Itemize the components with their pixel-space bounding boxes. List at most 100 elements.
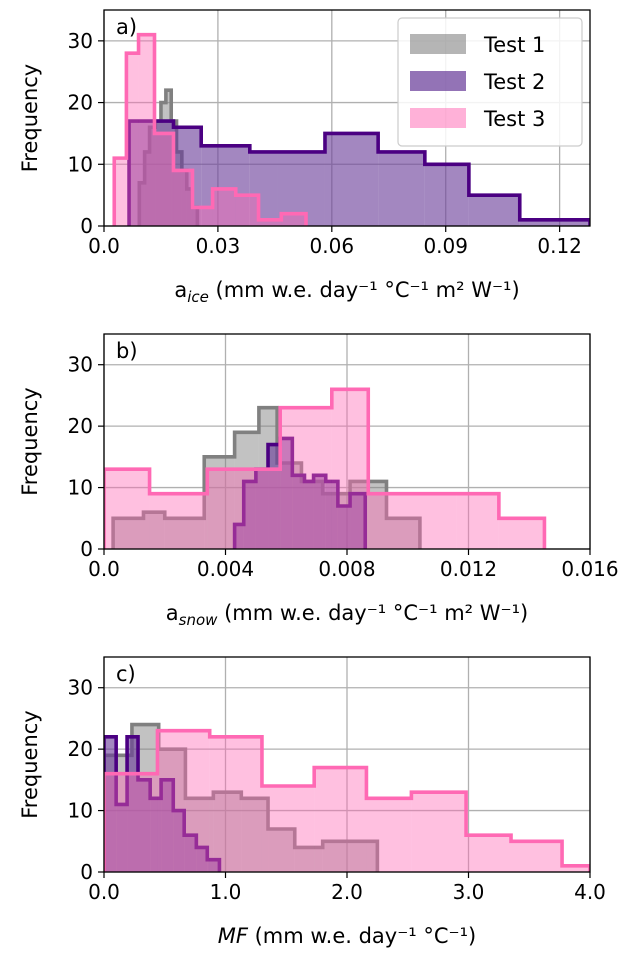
histogram-bar: [207, 859, 220, 872]
histogram-bar: [138, 34, 155, 226]
axes-frame: [103, 9, 591, 227]
series-test-2: [104, 735, 222, 872]
histogram-series: [104, 387, 547, 549]
series-test-3: [104, 728, 590, 872]
histogram-bar: [255, 469, 269, 549]
histogram-bar: [241, 798, 269, 872]
x-axis-label-unit: (mm w.e. day⁻¹ °C⁻¹ m² W⁻¹): [217, 601, 528, 625]
legend-label: Test 3: [483, 107, 545, 131]
histogram-bar: [127, 736, 139, 872]
histogram-bar: [173, 127, 202, 226]
x-tick-label: 0.09: [423, 234, 468, 258]
y-tick-label: 30: [68, 353, 93, 377]
histogram-bar: [154, 133, 174, 226]
histogram-bar: [150, 798, 162, 872]
histogram-bar: [235, 195, 259, 226]
histogram-bar: [138, 779, 151, 872]
x-axis-label-unit: (mm w.e. day⁻¹ °C⁻¹): [248, 924, 476, 948]
x-tick-label: 1.0: [210, 880, 242, 904]
y-axis-label: Frequency: [18, 387, 42, 496]
x-axis-label: aice (mm w.e. day⁻¹ °C⁻¹ m² W⁻¹): [174, 278, 519, 306]
histogram-outline: [104, 387, 547, 549]
legend-label: Test 1: [483, 33, 545, 57]
x-tick-label: 0.06: [310, 234, 355, 258]
histogram-bar: [243, 481, 256, 549]
y-tick-label: 0: [80, 537, 93, 561]
histogram-series: [104, 722, 590, 872]
histogram-bar: [104, 469, 150, 549]
histogram-bar: [173, 170, 193, 226]
histogram-bar: [173, 810, 185, 872]
histogram-bar: [234, 524, 244, 549]
panel-label: a): [116, 15, 137, 39]
histogram-bar: [104, 736, 117, 872]
histogram-outline: [104, 735, 222, 872]
histogram-panel-2: 0.0 0.004 0.008 0.012 0.016 0 10 20 30 b) Frequenc…: [18, 333, 619, 629]
panel-label: b): [116, 339, 138, 363]
histogram-outline: [232, 436, 368, 549]
x-tick-label: 0.004: [197, 557, 254, 581]
histogram-bar: [201, 145, 250, 226]
x-tick-label: 0.03: [196, 234, 241, 258]
x-tick-label: 2.0: [331, 880, 363, 904]
histogram-bar: [337, 506, 351, 549]
histogram-bar: [424, 164, 469, 226]
histogram-bar: [268, 829, 295, 872]
histogram-bar: [511, 841, 563, 872]
histogram-bar: [280, 407, 332, 549]
y-tick-label: 20: [68, 91, 93, 115]
x-axis-label-subscript: snow: [179, 611, 218, 629]
histogram-bar: [164, 518, 205, 549]
legend-swatch: [410, 34, 466, 54]
histogram-outline: [127, 119, 590, 226]
histogram-bar: [116, 804, 128, 872]
histogram-bar: [366, 798, 412, 872]
histogram-bar: [468, 195, 520, 226]
histogram-bar: [313, 475, 326, 549]
histogram-bar: [209, 736, 262, 872]
y-axis-label: Frequency: [18, 64, 42, 173]
x-tick-label: 4.0: [574, 880, 606, 904]
y-tick-label: 0: [80, 214, 93, 238]
x-tick-label: 0.008: [318, 557, 375, 581]
histogram-outline: [111, 405, 422, 549]
series-test-2: [232, 436, 368, 549]
legend-swatch: [410, 71, 466, 91]
legend: Test 1 Test 2 Test 3: [397, 17, 583, 147]
histogram-bar: [562, 865, 590, 872]
histogram-bar: [304, 481, 314, 549]
histogram-bar: [386, 518, 420, 549]
histogram-bar: [184, 835, 197, 872]
histogram-panel-3: 0.0 1.0 2.0 3.0 4.0 0 10 20 30 c) Frequency MF (mm …: [18, 656, 606, 948]
histogram-bar: [207, 469, 281, 549]
histogram-bar: [212, 188, 236, 226]
histogram-bar: [456, 493, 499, 549]
series-test-3: [112, 32, 308, 226]
histogram-panel-1: 0.0 0.03 0.06 0.09 0.12 0 10 20 30 a) Frequency aic…: [18, 9, 591, 306]
x-axis-label-subscript: ice: [187, 288, 209, 306]
y-tick-label: 20: [68, 414, 93, 438]
histogram-bar: [143, 512, 165, 549]
histogram-bar: [378, 151, 425, 226]
series-test-3: [104, 387, 547, 549]
histogram-bar: [129, 121, 174, 226]
histogram-bar: [331, 389, 369, 549]
histogram-bar: [204, 456, 235, 549]
histogram-bar: [322, 841, 350, 872]
grid: [103, 334, 591, 550]
histogram-bar: [161, 779, 174, 872]
histogram-bar: [292, 475, 305, 549]
histogram-bar: [349, 841, 378, 872]
histogram-outline: [104, 722, 380, 872]
histogram-bar: [149, 493, 208, 549]
histogram-outline: [104, 728, 590, 872]
x-tick-label: 0.0: [88, 880, 120, 904]
histogram-bar: [325, 481, 338, 549]
y-tick-label: 10: [68, 152, 93, 176]
histogram-bar: [261, 786, 315, 872]
histogram-bar: [294, 847, 323, 872]
legend-label: Test 2: [483, 70, 545, 94]
histogram-bar: [350, 493, 366, 549]
x-tick-label: 0.016: [561, 557, 618, 581]
x-axis-label-unit: (mm w.e. day⁻¹ °C⁻¹ m² W⁻¹): [209, 278, 520, 302]
